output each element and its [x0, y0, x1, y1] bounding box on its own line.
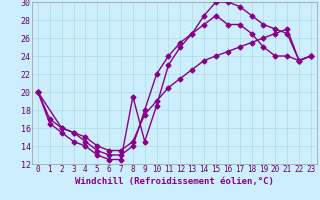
X-axis label: Windchill (Refroidissement éolien,°C): Windchill (Refroidissement éolien,°C) [75, 177, 274, 186]
